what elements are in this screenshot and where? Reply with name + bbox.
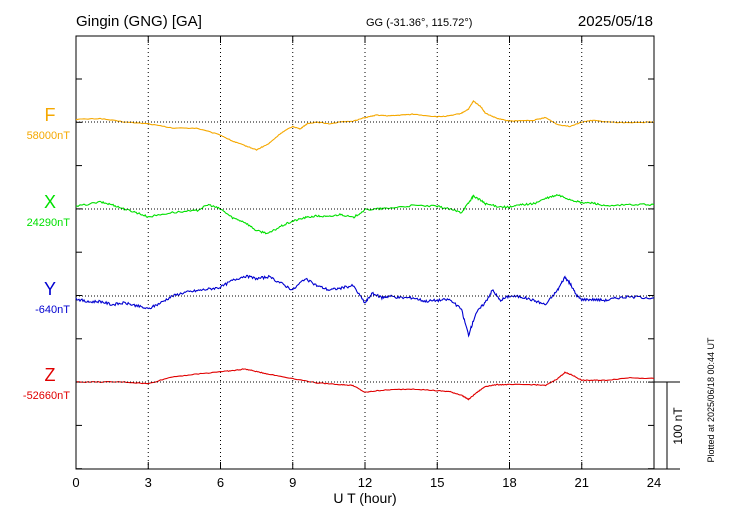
baseline-lines	[76, 121, 654, 383]
channel-name-Y: Y	[44, 279, 56, 299]
grid-lines	[147, 36, 583, 469]
series-group	[75, 99, 655, 401]
series-line-F	[75, 99, 654, 151]
plotted-timestamp: Plotted at 2025/06/18 00:44 UT	[706, 337, 716, 463]
station-title: Gingin (GNG) [GA]	[76, 13, 202, 30]
x-tick-label-21: 21	[575, 475, 589, 490]
x-axis-tick-labels: 0 3 6 9 12 15 18 21 24	[72, 475, 661, 490]
baseline-label-Z: -52660nT	[23, 390, 70, 402]
scale-bar: 100 nT	[654, 381, 685, 470]
station-coords: GG (-31.36°, 115.72°)	[366, 17, 472, 29]
series-line-Y	[75, 274, 655, 338]
x-axis-label: U T (hour)	[333, 490, 396, 506]
channel-name-F: F	[45, 105, 56, 125]
series-line-X	[75, 194, 655, 235]
x-axis-ticks	[75, 36, 655, 470]
series-line-Z	[75, 368, 655, 401]
x-tick-label-15: 15	[430, 475, 444, 490]
channel-name-Z: Z	[45, 365, 56, 385]
x-tick-label-0: 0	[72, 475, 79, 490]
x-tick-label-6: 6	[217, 475, 224, 490]
baseline-label-F: 58000nT	[27, 130, 71, 142]
channel-name-X: X	[44, 192, 56, 212]
baseline-label-X: 24290nT	[27, 217, 71, 229]
scale-bar-label: 100 nT	[671, 407, 685, 445]
x-tick-label-9: 9	[289, 475, 296, 490]
baseline-label-Y: -640nT	[35, 304, 70, 316]
x-tick-label-18: 18	[502, 475, 516, 490]
x-tick-label-24: 24	[647, 475, 661, 490]
x-tick-label-3: 3	[145, 475, 152, 490]
x-tick-label-12: 12	[358, 475, 372, 490]
channel-labels: F 58000nT X 24290nT Y -640nT Z -52660nT	[23, 105, 70, 402]
chart-date: 2025/05/18	[578, 13, 653, 30]
